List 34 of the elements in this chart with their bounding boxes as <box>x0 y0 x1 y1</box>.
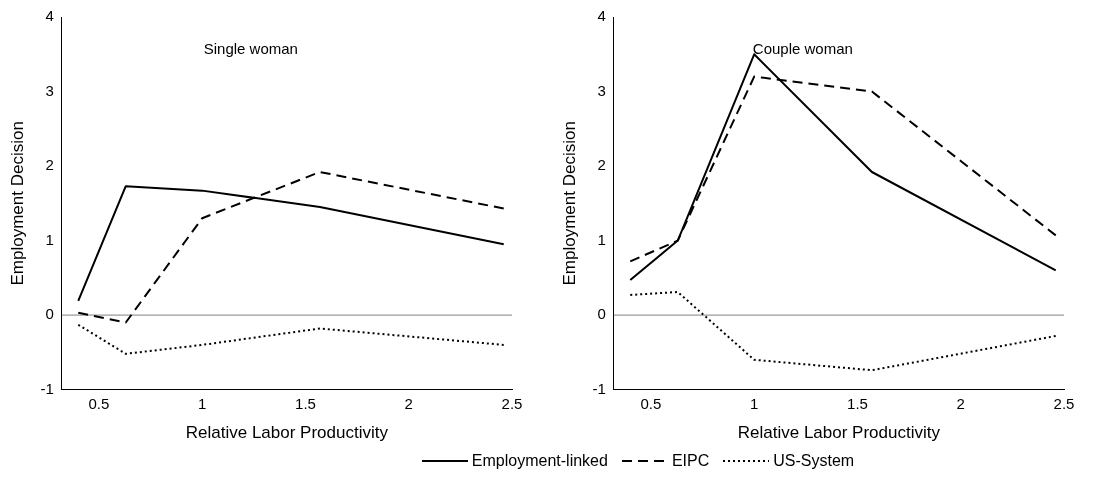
x-tick-label: 2 <box>956 394 965 412</box>
y-axis-title: Employment Decision <box>559 121 579 286</box>
x-axis-title: Relative Labor Productivity <box>185 423 389 443</box>
x-tick-label: 2.5 <box>1053 394 1075 412</box>
y-tick-label: -1 <box>40 379 54 397</box>
legend-label: Employment-linked <box>471 452 608 470</box>
x-tick-label: 1.5 <box>847 394 868 412</box>
y-tick-label: 2 <box>45 156 54 174</box>
line-series <box>629 290 1057 372</box>
x-tick-label: 2 <box>404 394 413 412</box>
line-series <box>77 171 505 324</box>
y-tick-label: 0 <box>597 305 606 323</box>
legend-label: US-System <box>773 452 855 470</box>
text: Single woman <box>203 39 298 57</box>
y-tick-label: 0 <box>45 305 54 323</box>
x-tick-label: 0.5 <box>640 394 662 412</box>
y-tick-label: 4 <box>597 7 606 25</box>
x-tick-label: 0.5 <box>88 394 110 412</box>
line-series <box>77 323 505 355</box>
x-tick-label: 1 <box>198 394 207 412</box>
x-tick-label: 1.5 <box>295 394 316 412</box>
x-tick-label: 2.5 <box>501 394 523 412</box>
x-axis-title: Relative Labor Productivity <box>737 423 941 443</box>
x-tick-label: 1 <box>750 394 759 412</box>
y-tick-label: 2 <box>597 156 606 174</box>
y-tick-label: 4 <box>45 7 54 25</box>
y-tick-label: -1 <box>592 379 606 397</box>
legend-label: EIPC <box>671 452 710 470</box>
y-tick-label: 1 <box>597 230 606 248</box>
y-axis-title: Employment Decision <box>7 121 27 286</box>
text: Couple woman <box>752 39 853 57</box>
y-tick-label: 3 <box>597 81 606 99</box>
y-tick-label: 1 <box>45 230 54 248</box>
y-tick-label: 3 <box>45 81 54 99</box>
